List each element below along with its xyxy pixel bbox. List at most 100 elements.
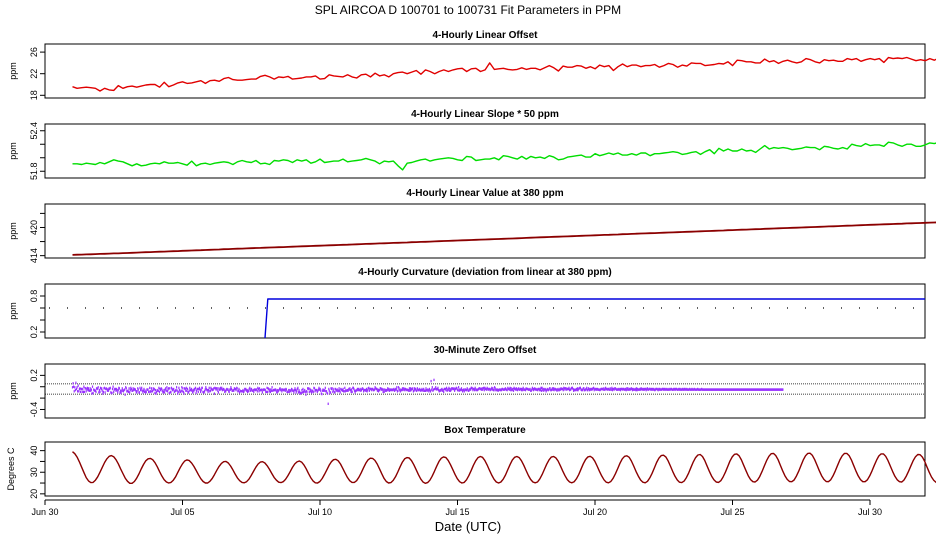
- panel-frame: [45, 124, 925, 178]
- data-point: [178, 391, 179, 393]
- data-point: [262, 391, 263, 393]
- y-tick-label: 40: [29, 446, 39, 456]
- data-point: [334, 391, 335, 393]
- data-point: [84, 391, 85, 393]
- data-point: [308, 387, 309, 389]
- x-tick-label: Jul 25: [720, 507, 744, 517]
- main-title: SPL AIRCOA D 100701 to 100731 Fit Parame…: [315, 3, 621, 17]
- data-point: [89, 390, 90, 392]
- data-point: [271, 390, 272, 392]
- data-point: [249, 387, 250, 389]
- data-point: [214, 392, 215, 394]
- data-point: [80, 391, 81, 393]
- data-point: [99, 391, 100, 393]
- data-point: [154, 388, 155, 390]
- data-point: [261, 388, 262, 390]
- data-point: [163, 389, 164, 391]
- data-point: [332, 387, 333, 389]
- data-point: [117, 389, 118, 391]
- data-point: [125, 394, 126, 396]
- data-point: [330, 391, 331, 393]
- data-point: [366, 388, 367, 390]
- data-point: [267, 391, 268, 393]
- data-point: [258, 390, 259, 392]
- data-point: [158, 387, 159, 389]
- data-point: [152, 390, 153, 392]
- data-point: [409, 387, 410, 389]
- data-point: [541, 390, 542, 392]
- x-tick-label: Jul 15: [445, 507, 469, 517]
- data-point: [111, 392, 112, 394]
- data-point: [83, 391, 84, 393]
- data-point: [233, 390, 234, 392]
- y-tick-label: 30: [29, 467, 39, 477]
- y-tick-label: 18: [29, 90, 39, 100]
- data-point: [82, 391, 83, 393]
- data-point: [396, 386, 397, 388]
- data-point: [302, 391, 303, 393]
- data-point: [293, 391, 294, 393]
- series-line-temp: [73, 452, 936, 484]
- data-point: [483, 387, 484, 389]
- data-point: [510, 387, 511, 389]
- data-point: [168, 387, 169, 389]
- data-point: [351, 388, 352, 390]
- y-axis-label: ppm: [8, 62, 18, 80]
- panel-curvature: 4-Hourly Curvature (deviation from linea…: [8, 267, 925, 338]
- y-axis-label: ppm: [8, 142, 18, 160]
- data-point: [428, 390, 429, 392]
- data-point: [126, 387, 127, 389]
- data-point: [155, 389, 156, 391]
- data-point: [78, 390, 79, 392]
- data-point: [79, 387, 80, 389]
- data-point: [563, 389, 564, 391]
- x-tick-label: Jul 30: [858, 507, 882, 517]
- data-point: [121, 390, 122, 392]
- data-point: [103, 391, 104, 393]
- data-point: [78, 384, 79, 386]
- panel-title: Box Temperature: [444, 425, 526, 436]
- series-line-slope: [73, 129, 936, 170]
- data-point: [236, 389, 237, 391]
- data-point: [198, 391, 199, 393]
- data-point: [201, 389, 202, 391]
- y-tick-label: 20: [29, 489, 39, 499]
- data-point: [151, 387, 152, 389]
- series-line-curvature: [265, 299, 925, 338]
- data-point: [73, 386, 74, 388]
- y-tick-label: 0.2: [29, 326, 39, 339]
- data-point: [437, 387, 438, 389]
- data-point: [150, 391, 151, 393]
- x-tick-label: Jul 05: [170, 507, 194, 517]
- panels: 4-Hourly Linear Offsetppm1822264-Hourly …: [6, 30, 936, 499]
- data-point: [540, 389, 541, 391]
- data-point: [187, 388, 188, 390]
- data-point: [121, 392, 122, 394]
- data-point: [384, 391, 385, 393]
- data-point: [325, 387, 326, 389]
- y-tick-label: 0.2: [29, 369, 39, 382]
- data-point: [409, 390, 410, 392]
- data-point: [75, 389, 76, 391]
- data-point: [149, 387, 150, 389]
- data-point: [166, 390, 167, 392]
- data-point: [445, 389, 446, 391]
- data-point: [74, 390, 75, 392]
- y-axis-label: ppm: [8, 222, 18, 240]
- data-point: [217, 387, 218, 389]
- data-point: [90, 387, 91, 389]
- data-point: [343, 388, 344, 390]
- data-point: [177, 390, 178, 392]
- data-point: [413, 390, 414, 392]
- data-point: [327, 392, 328, 394]
- data-point: [159, 391, 160, 393]
- data-point: [141, 387, 142, 389]
- data-point: [176, 386, 177, 388]
- data-point: [192, 391, 193, 393]
- data-point: [298, 391, 299, 393]
- data-point: [238, 388, 239, 390]
- data-point: [586, 387, 587, 389]
- panel-title: 4-Hourly Curvature (deviation from linea…: [358, 267, 611, 278]
